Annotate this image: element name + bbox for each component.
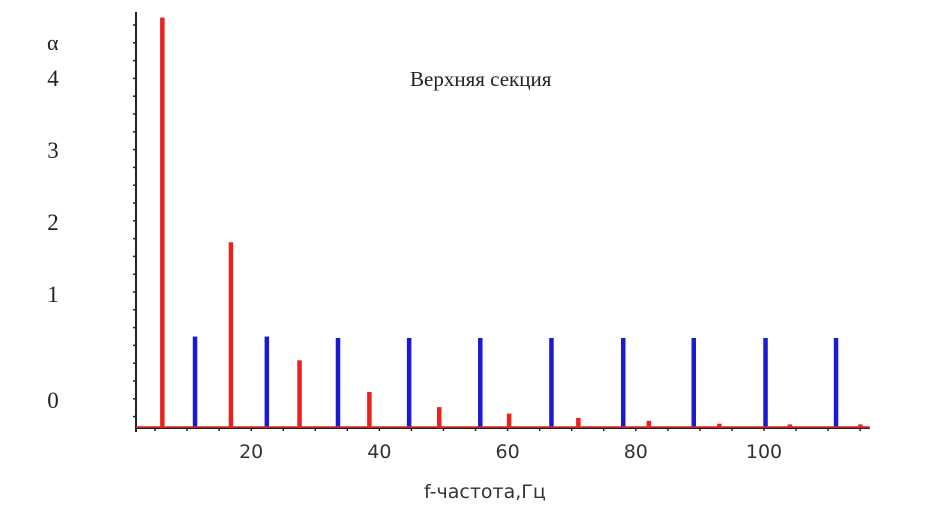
y-axis-label: α [47, 30, 59, 55]
x-tick-label: 60 [496, 441, 520, 463]
bar-series1 [646, 420, 652, 428]
bar-series2 [549, 338, 554, 428]
chart-title: Верхняя секция [410, 67, 552, 91]
bar-series1 [437, 407, 442, 428]
bar-series2 [763, 338, 768, 428]
bar-series1 [787, 424, 793, 428]
y-tick-label: 3 [47, 138, 59, 163]
bar-series1 [506, 413, 512, 428]
y-tick-label: 1 [47, 282, 59, 307]
bar-series1 [858, 424, 863, 428]
bar-series1 [576, 417, 581, 428]
bar-series2 [192, 336, 198, 428]
bar-series2 [478, 338, 483, 428]
x-tick-label: 40 [367, 441, 391, 463]
bar-series1 [160, 17, 165, 428]
bar-series2 [406, 338, 412, 428]
y-tick-label: 4 [47, 66, 59, 91]
bar-series1 [717, 423, 722, 428]
y-tick-label: 0 [47, 388, 59, 413]
bar-series1 [367, 392, 372, 428]
bar-series2 [833, 338, 839, 428]
bar-series1 [228, 242, 234, 428]
y-tick-label: 2 [47, 210, 59, 235]
bar-series2 [335, 338, 341, 428]
bar-series2 [620, 338, 626, 428]
x-axis-label: f-частота,Гц [424, 481, 546, 503]
x-tick-label: 20 [239, 441, 263, 463]
x-tick-label: 80 [624, 441, 648, 463]
bar-series2 [264, 336, 270, 428]
x-tick-label: 100 [746, 441, 782, 463]
bar-series2 [691, 338, 696, 428]
bar-series1 [297, 360, 302, 428]
